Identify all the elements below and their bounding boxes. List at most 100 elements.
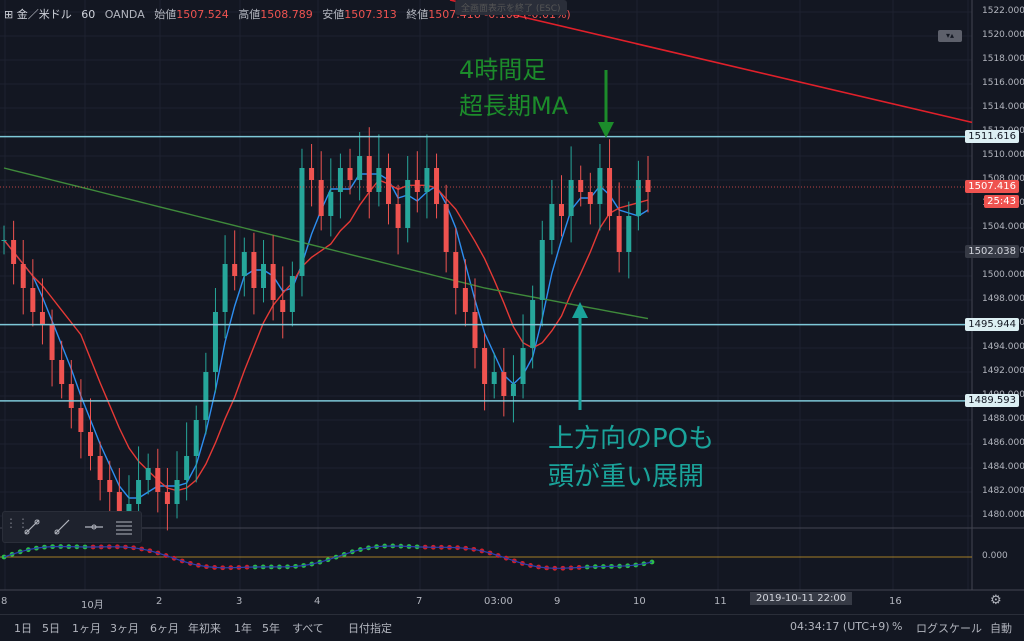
candle-body xyxy=(299,168,305,276)
range-button[interactable]: すべて xyxy=(292,622,324,635)
ray-icon[interactable] xyxy=(51,516,73,538)
candle-body xyxy=(174,480,180,504)
price-tick: 1480.000 xyxy=(982,510,1024,520)
candle-body xyxy=(424,168,430,192)
annotation-po: 上方向のPOも 頭が重い展開 xyxy=(548,420,714,496)
candle-body xyxy=(261,264,267,288)
candle-body xyxy=(337,168,343,192)
price-tick: 1484.000 xyxy=(982,462,1024,472)
candle-body xyxy=(385,168,391,204)
price-tick: 1492.000 xyxy=(982,366,1024,376)
price-tick: 1504.000 xyxy=(982,222,1024,232)
candle-body xyxy=(145,468,151,480)
high-label: 高値 xyxy=(238,8,261,21)
log-scale-toggle[interactable]: ログスケール xyxy=(916,622,982,635)
candle-body xyxy=(289,276,295,312)
time-tick: 10月 xyxy=(81,600,104,611)
candle-body xyxy=(318,180,324,216)
candle-body xyxy=(645,180,651,192)
price-tick: 1520.000 xyxy=(982,30,1024,40)
candle-body xyxy=(357,156,363,180)
ma-mid-line xyxy=(3,179,649,492)
candle-body xyxy=(607,168,613,216)
time-tick: 16 xyxy=(889,596,902,607)
goto-date-button[interactable]: 日付指定 xyxy=(348,622,392,635)
scale-arrows-icon[interactable]: ▾▴ xyxy=(938,30,962,42)
candle-body xyxy=(558,204,564,216)
range-button[interactable]: 年初来 xyxy=(188,622,221,635)
osc-line xyxy=(3,545,653,569)
candle-body xyxy=(49,324,55,360)
bottom-toolbar: 1日 5日 1ヶ月 3ヶ月 6ヶ月 年初来 1年 5年 すべて 日付指定 04:34:17 (U… xyxy=(0,614,1024,641)
arrow-up-head xyxy=(572,302,588,318)
candle-body xyxy=(635,180,641,216)
candle-body xyxy=(395,204,401,228)
candle-body xyxy=(241,252,247,276)
price-tag-hline: 1495.944 xyxy=(965,317,1019,331)
candle-body xyxy=(30,288,36,312)
price-tag-hline: 1511.616 xyxy=(965,129,1019,143)
low-value: 1507.313 xyxy=(344,8,397,21)
time-tick: 7 xyxy=(416,596,423,607)
candle-body xyxy=(88,432,94,456)
drawing-toolbar[interactable]: ⋮⋮ xyxy=(2,511,142,543)
range-button[interactable]: 3ヶ月 xyxy=(110,622,139,635)
range-button[interactable]: 5日 xyxy=(42,622,60,635)
candle-body xyxy=(616,216,622,252)
open-value: 1507.524 xyxy=(176,8,229,21)
candle-body xyxy=(20,264,26,288)
candle-body xyxy=(453,252,459,288)
candle-body xyxy=(578,180,584,192)
candle-body xyxy=(597,168,603,204)
candle-body xyxy=(59,360,65,384)
candle-body xyxy=(107,480,113,492)
candle-body xyxy=(126,504,132,516)
range-button[interactable]: 1年 xyxy=(234,622,252,635)
open-label: 始値 xyxy=(154,8,177,21)
candle-body xyxy=(626,216,632,252)
candle-body xyxy=(136,480,142,504)
candle-body xyxy=(414,180,420,192)
range-button[interactable]: 1ヶ月 xyxy=(72,622,101,635)
arrow-down-head xyxy=(598,122,614,138)
range-button[interactable]: 5年 xyxy=(262,622,280,635)
candle-body xyxy=(251,252,257,288)
percent-toggle[interactable]: % xyxy=(892,620,903,633)
candle-body xyxy=(11,240,17,264)
auto-scale-toggle[interactable]: 自動 xyxy=(990,622,1012,635)
candle-body xyxy=(232,264,238,276)
price-tick: 1510.000 xyxy=(982,150,1024,160)
price-tag-countdown: 25:43 xyxy=(984,194,1019,208)
text-lines-icon[interactable] xyxy=(113,516,135,538)
candle-body xyxy=(443,204,449,252)
candle-body xyxy=(501,372,507,396)
settings-gear-icon[interactable]: ⚙ xyxy=(990,593,1002,608)
price-tag-last: 1507.416 xyxy=(965,180,1019,193)
candle-body xyxy=(376,168,382,192)
interval[interactable]: 60 xyxy=(81,8,96,21)
candle-body xyxy=(328,192,334,216)
time-tick: 9 xyxy=(554,596,561,607)
osc-tick: 0.000 xyxy=(982,551,1008,561)
expand-icon[interactable]: ⊞ xyxy=(4,8,14,21)
trendline-icon[interactable] xyxy=(21,516,43,538)
drag-handle-icon[interactable]: ⋮⋮ xyxy=(5,516,29,530)
time-tick: 3 xyxy=(236,596,243,607)
range-button[interactable]: 6ヶ月 xyxy=(150,622,179,635)
symbol-name[interactable]: 金／米ドル xyxy=(16,8,72,21)
candle-body xyxy=(78,408,84,432)
price-tag-cursor: 1502.038 xyxy=(965,244,1019,258)
price-tick: 1486.000 xyxy=(982,438,1024,448)
horizontal-line-icon[interactable] xyxy=(83,516,105,538)
candle-body xyxy=(193,420,199,456)
low-label: 安値 xyxy=(322,8,345,21)
candle-body xyxy=(222,264,228,312)
exit-fullscreen-button[interactable]: 全画面表示を終了 (ESC) xyxy=(455,0,567,15)
price-tick: 1522.000 xyxy=(982,6,1024,16)
range-button[interactable]: 1日 xyxy=(14,622,32,635)
time-tick: 03:00 xyxy=(484,596,513,607)
trend-line-4h-ma xyxy=(449,0,973,124)
candle-body xyxy=(155,468,161,492)
